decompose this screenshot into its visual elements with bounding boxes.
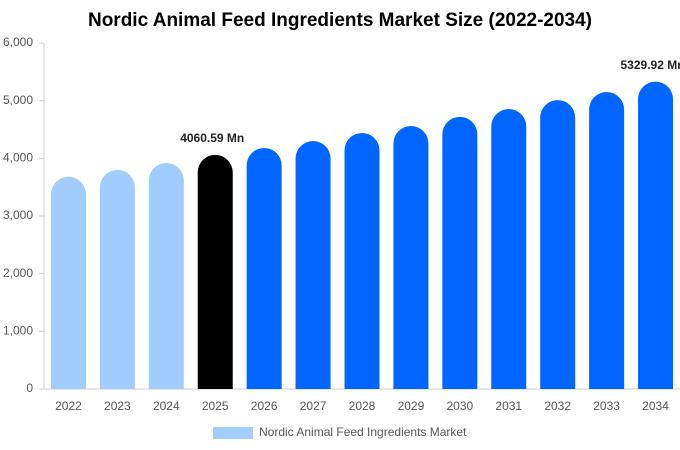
bar [246,147,282,389]
x-tick-label: 2024 [153,399,180,413]
data-label: 5329.92 Mn [621,58,680,72]
y-tick-label: 2,000 [3,266,33,280]
bar [442,116,478,389]
bar [393,126,429,389]
bar [295,141,331,389]
chart-title: Nordic Animal Feed Ingredients Market Si… [88,10,592,31]
x-tick-label: 2023 [104,399,131,413]
x-tick-label: 2028 [349,399,376,413]
x-tick-label: 2034 [642,399,669,413]
y-tick-label: 3,000 [3,208,33,222]
legend-swatch [213,427,253,439]
x-tick-label: 2032 [544,399,571,413]
bar [589,92,625,390]
bar [540,100,576,389]
bar [638,81,674,389]
legend-label: Nordic Animal Feed Ingredients Market [259,425,467,439]
bar [344,132,380,389]
x-tick-label: 2025 [202,399,229,413]
data-label: 4060.59 Mn [180,131,244,145]
bar [148,162,184,389]
bar [197,154,233,389]
bar [50,176,86,389]
y-tick-label: 4,000 [3,151,33,165]
x-tick-label: 2033 [593,399,620,413]
x-tick-label: 2027 [300,399,327,413]
x-tick-label: 2026 [251,399,278,413]
x-tick-label: 2031 [495,399,522,413]
x-tick-label: 2030 [446,399,473,413]
y-tick-label: 5,000 [3,93,33,107]
y-tick-label: 0 [26,381,33,395]
x-tick-label: 2029 [398,399,425,413]
y-tick-label: 6,000 [3,35,33,49]
x-tick-label: 2022 [55,399,82,413]
bar [99,169,135,389]
bar [491,109,527,390]
y-tick-label: 1,000 [3,324,33,338]
